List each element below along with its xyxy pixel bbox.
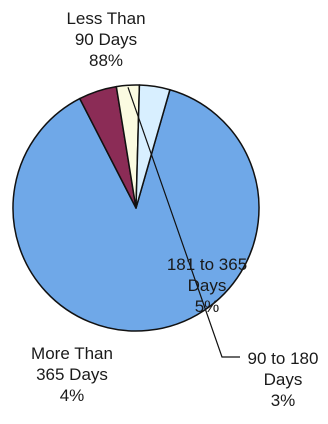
pie-slices xyxy=(12,84,260,332)
slice-labels: Less Than 90 Days 88% 181 to 365 Days 5% 90 to… xyxy=(31,9,318,410)
slice-label-3-line-1: 365 Days xyxy=(36,365,108,384)
slice-label-1-line-0: 181 to 365 xyxy=(167,255,247,274)
slice-label-1-line-2: 5% xyxy=(195,297,220,316)
leader-line-2 xyxy=(127,87,240,358)
slice-label-0-line-2: 88% xyxy=(89,51,123,70)
slice-label-3-line-2: 4% xyxy=(60,386,85,405)
slice-label-3-line-0: More Than xyxy=(31,344,113,363)
slice-label-1-line-1: Days xyxy=(188,276,227,295)
leader-lines xyxy=(127,87,240,358)
slice-label-0-line-1: 90 Days xyxy=(75,30,137,49)
pie-slice-0 xyxy=(12,89,260,332)
slice-label-0-line-0: Less Than xyxy=(66,9,145,28)
slice-label-2-line-0: 90 to 180 xyxy=(248,349,319,368)
slice-label-2-line-1: Days xyxy=(264,370,303,389)
slice-label-2-line-2: 3% xyxy=(271,391,296,410)
pie-slice-3 xyxy=(135,84,171,209)
